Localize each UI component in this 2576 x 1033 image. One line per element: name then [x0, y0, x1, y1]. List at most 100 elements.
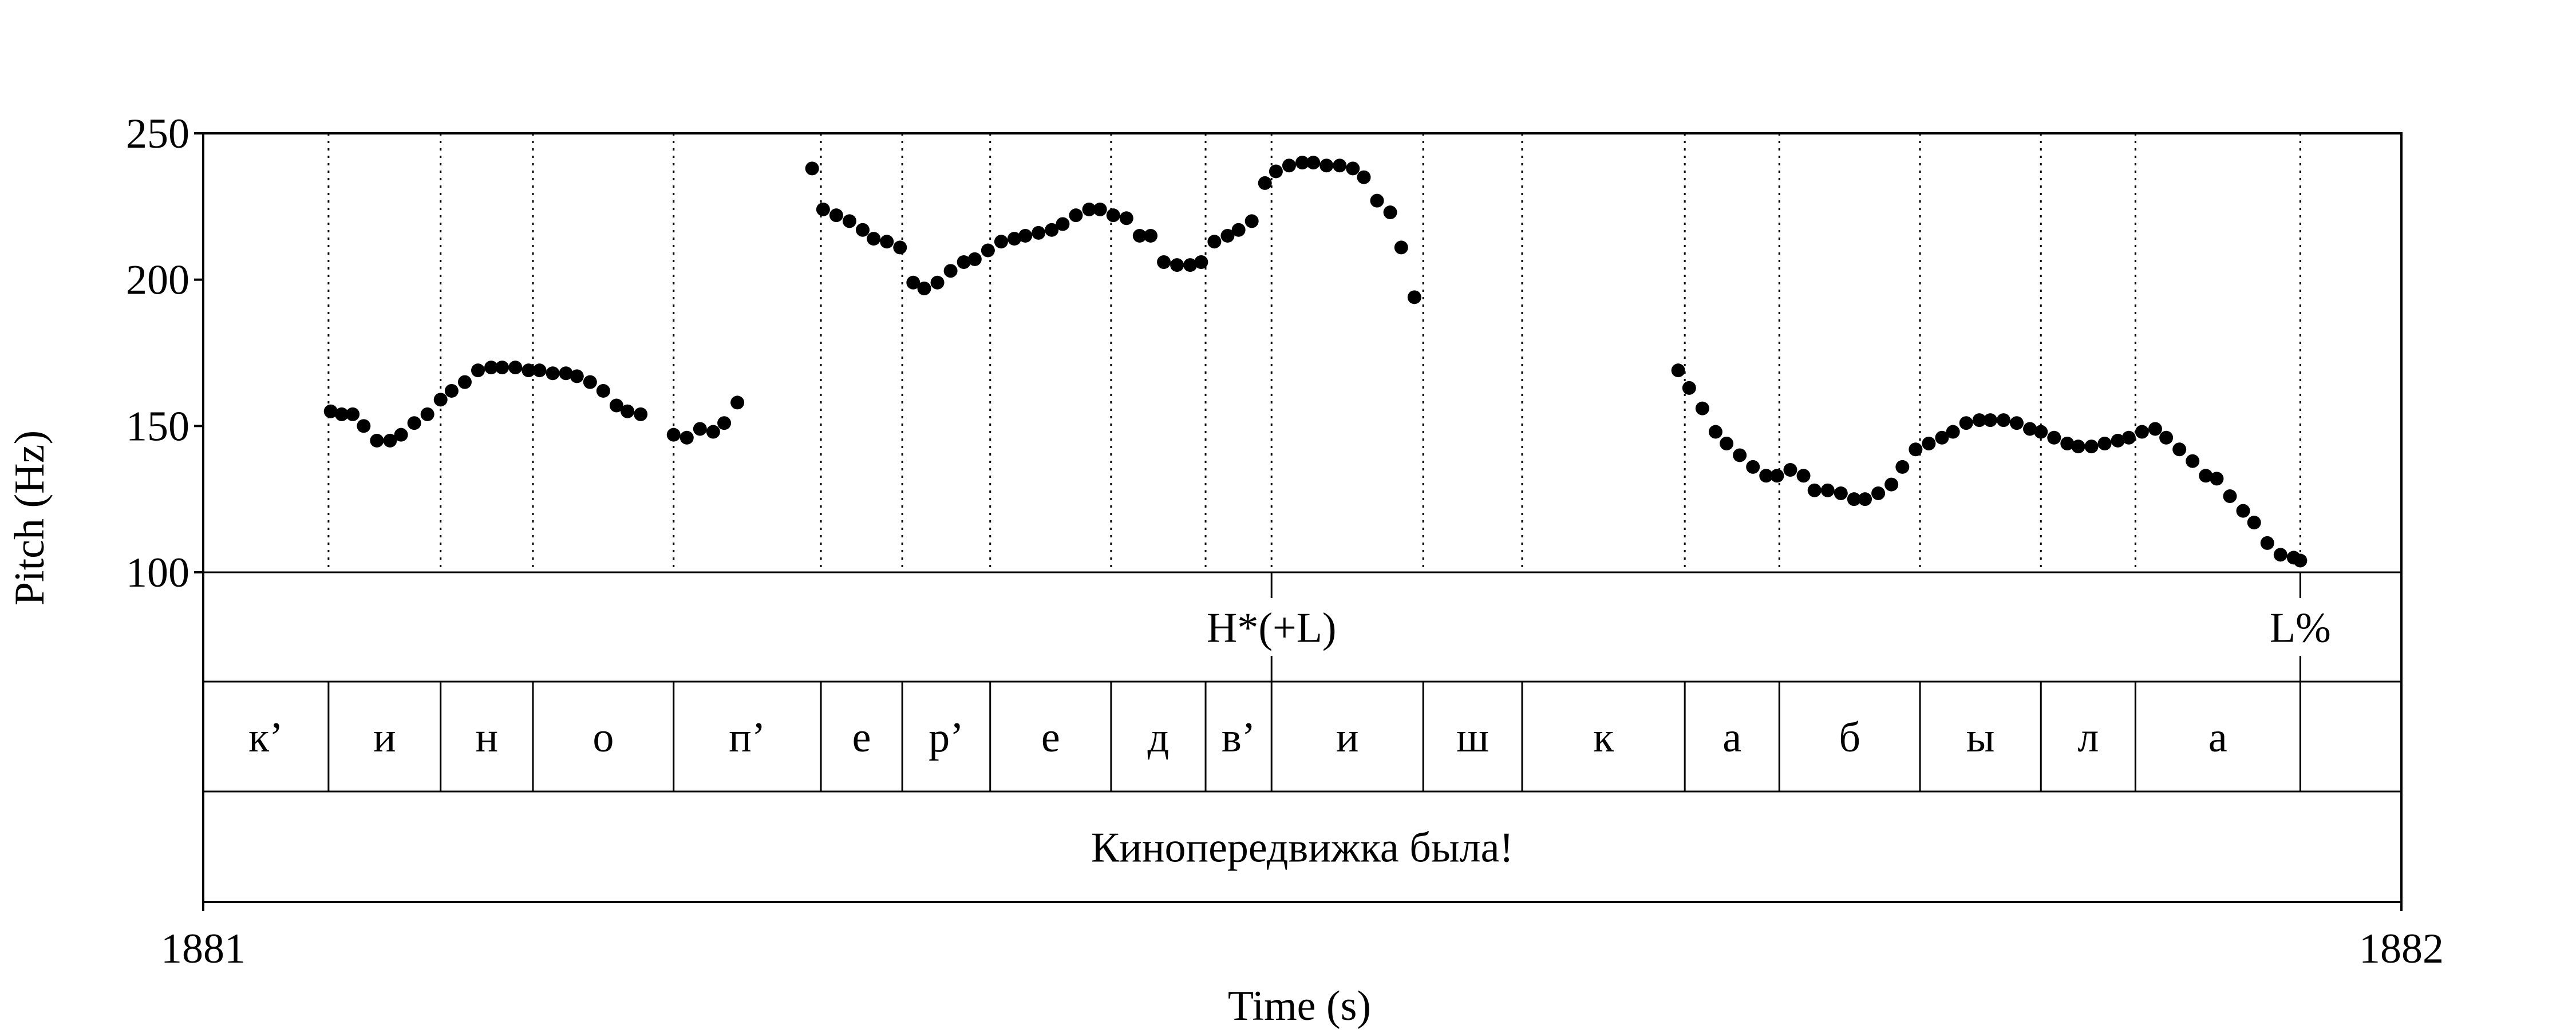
- pitch-point: [383, 433, 397, 448]
- pitch-point: [1069, 208, 1083, 223]
- pitch-point: [906, 275, 920, 290]
- pitch-point: [1183, 258, 1198, 272]
- pitch-point: [816, 202, 830, 216]
- pitch-point: [1106, 208, 1120, 223]
- pitch-point: [2273, 548, 2287, 562]
- pitch-point: [842, 214, 856, 228]
- segment-label: б: [1839, 714, 1860, 761]
- pitch-point: [621, 404, 635, 418]
- segment-label: ы: [1966, 714, 1995, 761]
- pitch-point: [1394, 240, 1408, 255]
- pitch-point: [967, 252, 982, 266]
- pitch-point: [357, 419, 371, 433]
- pitch-point: [1370, 193, 1384, 208]
- pitch-point: [570, 369, 584, 383]
- pitch-point: [994, 235, 1008, 249]
- pitch-point: [1319, 159, 1334, 173]
- pitch-point: [1909, 442, 1923, 457]
- pitch-point: [323, 404, 338, 418]
- pitch-point: [1357, 170, 1371, 184]
- pitch-point: [2121, 430, 2136, 445]
- pitch-point: [2071, 440, 2085, 454]
- pitch-point: [1093, 202, 1107, 216]
- pitch-point: [1871, 486, 1886, 500]
- pitch-point: [693, 422, 707, 436]
- pitch-point: [634, 407, 648, 421]
- pitch-point: [2060, 437, 2075, 451]
- y-axis-label: Pitch (Hz): [6, 430, 53, 605]
- pitch-point: [444, 383, 459, 398]
- pitch-point: [1244, 214, 1259, 228]
- pitch-point: [943, 264, 958, 278]
- segment-label: и: [1336, 714, 1359, 761]
- segment-label: к: [1593, 714, 1614, 761]
- pitch-point: [1834, 486, 1848, 500]
- axis-labels: Pitch (Hz) Time (s) 100 150 200 250 1881 1882: [6, 110, 2444, 1030]
- x-tick-label: 1881: [161, 925, 246, 972]
- pitch-point: [433, 393, 448, 407]
- pitch-point: [420, 407, 434, 421]
- pitch-point: [1170, 258, 1184, 272]
- pitch-point: [1132, 228, 1147, 243]
- pitch-point: [1884, 477, 1899, 492]
- segment-label: к’: [248, 714, 283, 761]
- pitch-point: [1346, 161, 1360, 176]
- pitch-point: [1383, 205, 1397, 220]
- segment-label: в’: [1222, 714, 1256, 761]
- pitch-point: [666, 428, 681, 442]
- pitch-point: [394, 428, 408, 442]
- pitch-point: [1671, 363, 1685, 378]
- pitch-point: [1708, 425, 1722, 439]
- pitch-point: [1983, 413, 1997, 428]
- pitch-point: [1231, 223, 1246, 237]
- pitch-point: [1847, 492, 1861, 506]
- segment-label: а: [2208, 714, 2227, 761]
- pitch-point: [981, 243, 995, 258]
- x-axis-label: Time (s): [1228, 983, 1371, 1030]
- pitch-point: [1056, 217, 1070, 231]
- segment-label: а: [1722, 714, 1741, 761]
- pitch-point: [1807, 483, 1822, 497]
- y-tick-label: 250: [126, 110, 189, 157]
- pitch-point: [1783, 463, 1797, 477]
- pitch-point: [2034, 425, 2048, 439]
- pitch-point: [717, 416, 732, 430]
- pitch-point: [1282, 159, 1296, 173]
- pitch-point: [609, 398, 623, 413]
- pitch-point: [2199, 469, 2213, 483]
- pitch-point: [521, 363, 536, 378]
- pitch-point: [583, 375, 597, 389]
- pitch-point: [1032, 225, 1046, 240]
- pitch-point: [559, 366, 573, 381]
- pitch-point: [1207, 235, 1222, 249]
- pitch-point: [1996, 413, 2010, 428]
- pitch-point: [730, 395, 745, 410]
- pitch-point: [1144, 228, 1158, 243]
- pitch-point: [2084, 440, 2099, 454]
- pitch-point: [2186, 454, 2200, 468]
- pitch-point: [1269, 164, 1283, 179]
- pitch-point: [1194, 255, 1208, 269]
- pitch-point: [2111, 433, 2125, 448]
- pitch-point: [1922, 437, 1936, 451]
- y-tick-label: 100: [126, 549, 189, 596]
- pitch-point: [1935, 430, 1949, 445]
- pitch-point: [508, 361, 523, 375]
- sentence-label: Кинопередвижка была!: [1091, 825, 1514, 872]
- pitch-point: [2135, 425, 2149, 439]
- pitch-point: [334, 407, 349, 421]
- pitch-point: [829, 208, 843, 223]
- segment-label: р’: [929, 714, 964, 761]
- textgrid: H*(+L) L% к’ и н о п’ е р’ е д в’ и ш к а б ы л а Кинопередв…: [202, 132, 2403, 903]
- pitch-point: [1220, 228, 1235, 243]
- pitch-point: [1258, 176, 1272, 190]
- pitch-point: [2097, 437, 2112, 451]
- pitch-point: [1007, 232, 1021, 246]
- pitch-point: [706, 425, 720, 439]
- boundary-guides: [327, 133, 2301, 572]
- pitch-point: [484, 361, 499, 375]
- tone-label: H*(+L): [1207, 605, 1337, 652]
- pitch-point: [1295, 156, 1309, 170]
